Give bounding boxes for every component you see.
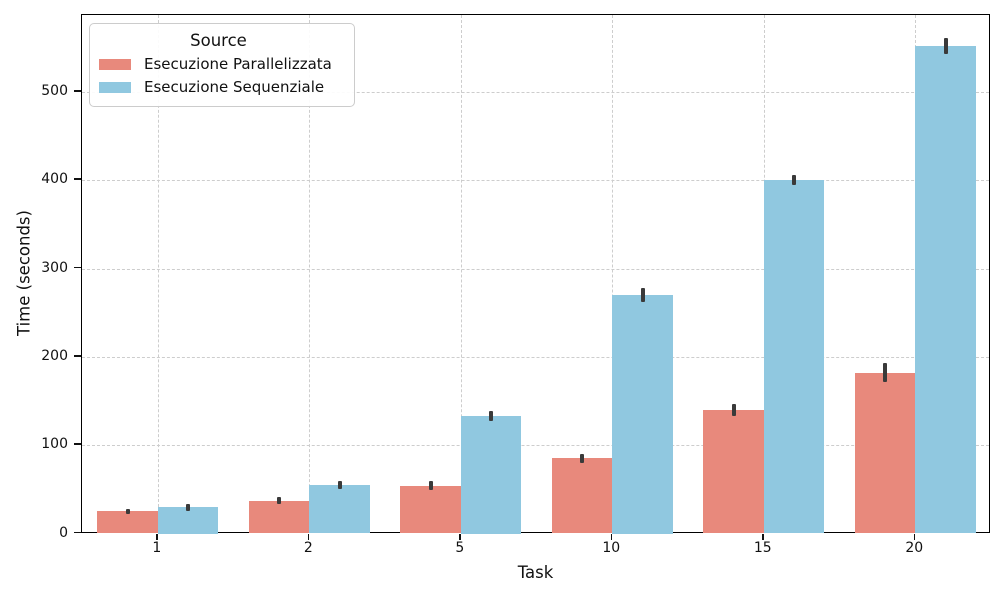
gridline-h-100 <box>82 445 989 447</box>
gridline-h-400 <box>82 180 989 182</box>
y-tick-mark-0 <box>74 531 81 534</box>
error-bar-sequenziale-task-20 <box>943 38 948 54</box>
y-tick-mark-400 <box>74 178 81 180</box>
error-bar-sequenziale-task-2 <box>337 480 342 490</box>
error-bar-sequenziale-task-10 <box>640 287 645 302</box>
error-bar-sequenziale-task-5 <box>489 410 493 422</box>
x-tick-label-15: 15 <box>753 539 772 556</box>
legend-label-parallelizzata: Esecuzione Parallelizzata <box>144 55 332 73</box>
bar-sequenziale-task-1 <box>157 507 219 534</box>
legend-item-parallelizzata: Esecuzione Parallelizzata <box>99 56 338 73</box>
bar-sequenziale-task-15 <box>763 180 825 534</box>
error-bar-sequenziale-task-1 <box>186 503 190 511</box>
legend-label-sequenziale: Esecuzione Sequenziale <box>144 78 325 96</box>
x-tick-label-2: 2 <box>303 539 313 556</box>
x-tick-mark-1 <box>156 533 158 540</box>
bar-sequenziale-task-20 <box>915 45 976 534</box>
x-tick-label-20: 20 <box>905 539 924 556</box>
bar-parallelizzata-task-2 <box>248 500 310 534</box>
legend: Source Esecuzione Parallelizzata Esecuzi… <box>89 23 355 107</box>
bar-parallelizzata-task-5 <box>400 485 461 534</box>
error-bar-sequenziale-task-15 <box>792 174 796 186</box>
y-tick-mark-100 <box>74 443 81 445</box>
y-tick-label-400: 400 <box>41 171 68 188</box>
gridline-v-10 <box>612 15 614 532</box>
y-tick-label-100: 100 <box>41 436 68 453</box>
x-tick-mark-20 <box>913 533 915 540</box>
y-tick-mark-200 <box>74 355 81 357</box>
bar-parallelizzata-task-20 <box>854 372 916 534</box>
error-bar-parallelizzata-task-20 <box>883 363 887 383</box>
x-tick-label-5: 5 <box>455 539 465 556</box>
x-tick-label-1: 1 <box>152 539 162 556</box>
gridline-h-500 <box>82 91 989 93</box>
error-bar-parallelizzata-task-10 <box>580 454 584 463</box>
bar-sequenziale-task-2 <box>309 484 370 534</box>
y-tick-mark-300 <box>74 266 81 269</box>
y-tick-mark-500 <box>74 90 81 92</box>
gridline-h-200 <box>82 356 989 358</box>
y-tick-label-300: 300 <box>41 259 68 276</box>
bar-sequenziale-task-10 <box>612 295 673 534</box>
legend-swatch-sequenziale <box>99 82 131 93</box>
y-tick-label-0: 0 <box>59 524 68 541</box>
bar-parallelizzata-task-10 <box>551 458 613 534</box>
x-axis-label: Task <box>517 562 554 582</box>
error-bar-parallelizzata-task-5 <box>428 481 433 491</box>
x-tick-mark-2 <box>307 533 309 540</box>
error-bar-parallelizzata-task-1 <box>125 508 130 515</box>
gridline-v-5 <box>460 15 462 532</box>
y-tick-label-200: 200 <box>41 347 68 364</box>
bar-sequenziale-task-5 <box>460 416 522 534</box>
bar-parallelizzata-task-1 <box>97 511 158 534</box>
gridline-v-2 <box>309 15 311 532</box>
bar-parallelizzata-task-15 <box>703 409 764 534</box>
x-tick-mark-5 <box>459 533 461 540</box>
legend-title: Source <box>190 31 247 50</box>
gridline-h-300 <box>82 268 989 270</box>
error-bar-parallelizzata-task-2 <box>277 497 281 505</box>
legend-swatch-parallelizzata <box>99 59 131 70</box>
gridline-v-1 <box>157 15 159 532</box>
x-tick-mark-15 <box>762 533 764 540</box>
y-tick-label-500: 500 <box>41 82 68 99</box>
x-tick-mark-10 <box>610 533 612 540</box>
legend-item-sequenziale: Esecuzione Sequenziale <box>99 79 338 96</box>
error-bar-parallelizzata-task-15 <box>731 403 736 417</box>
x-tick-label-10: 10 <box>602 539 621 556</box>
plot-area <box>81 14 990 534</box>
